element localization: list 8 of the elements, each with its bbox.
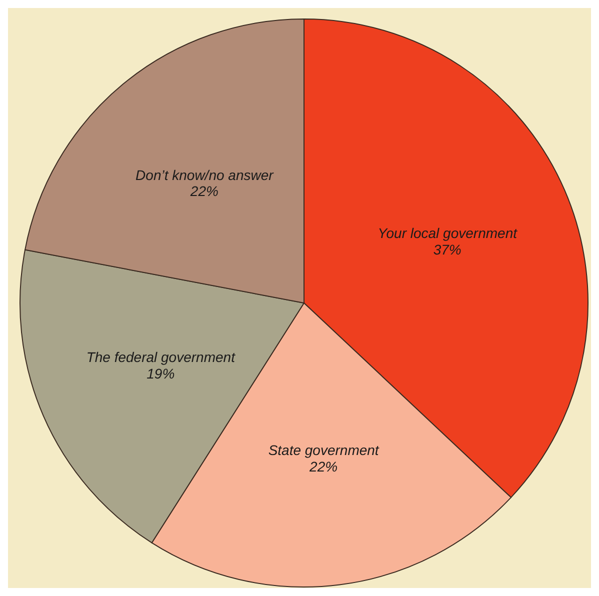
data-label: 19% — [146, 365, 175, 382]
data-label: 22% — [308, 458, 338, 474]
slice-label: Don’t know/no answer — [136, 166, 275, 183]
slice-label: Your local government — [378, 225, 518, 242]
slice-label: State government — [268, 442, 380, 458]
data-label: 37% — [433, 241, 462, 258]
slice-label: The federal government — [86, 349, 236, 366]
data-label: 22% — [189, 182, 218, 199]
